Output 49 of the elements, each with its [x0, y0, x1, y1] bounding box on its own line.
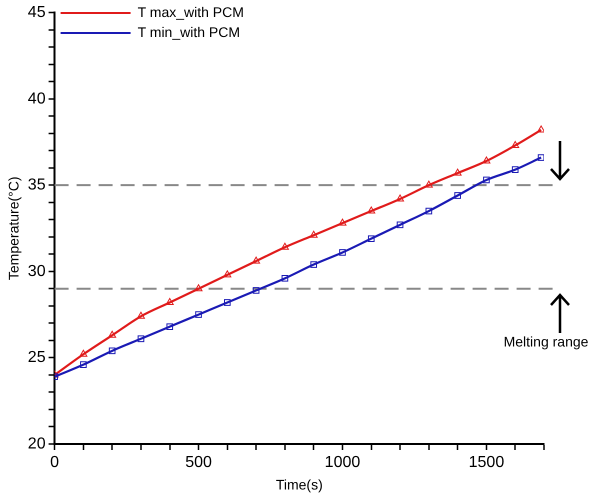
point — [512, 166, 519, 173]
point — [252, 287, 260, 294]
point — [339, 249, 346, 256]
point — [368, 235, 375, 242]
point — [166, 298, 174, 305]
point — [310, 261, 318, 268]
point — [396, 222, 404, 228]
x-axis-title: Time(s) — [276, 476, 323, 492]
point — [338, 218, 346, 226]
y-tick-label: 35 — [28, 176, 46, 194]
point — [280, 242, 289, 250]
point — [223, 270, 232, 278]
point — [108, 347, 116, 354]
annotation: Melting range — [504, 334, 589, 350]
point — [367, 206, 376, 214]
legend-label: T max_with PCM — [138, 4, 244, 20]
point — [483, 176, 490, 184]
point — [454, 192, 461, 199]
y-tick-label: 40 — [28, 90, 46, 108]
point — [537, 125, 544, 132]
point — [195, 311, 202, 318]
point — [310, 230, 318, 238]
point — [454, 168, 462, 176]
point — [166, 323, 174, 330]
y-tick-label: 30 — [28, 262, 46, 280]
point — [426, 208, 432, 214]
point — [282, 275, 288, 282]
x-tick-label: 1000 — [324, 454, 360, 472]
point — [137, 312, 145, 319]
x-tick-label: 1500 — [468, 454, 504, 472]
point — [252, 256, 260, 264]
y-tick-label: 25 — [28, 349, 46, 366]
x-tick-label: 0 — [50, 454, 60, 472]
x-tick-label: 500 — [185, 454, 212, 472]
y-tick-label: 20 — [28, 435, 46, 452]
legend-label: T min_with PCM — [138, 24, 240, 40]
point — [396, 194, 404, 202]
point — [538, 154, 544, 161]
point — [482, 156, 490, 164]
point — [224, 299, 231, 306]
point — [511, 140, 520, 148]
point — [79, 350, 88, 357]
point — [424, 180, 433, 188]
point — [108, 330, 116, 338]
point — [194, 284, 203, 292]
point — [80, 361, 87, 368]
point — [138, 335, 144, 342]
y-axis-title: Temperature(°C) — [5, 176, 22, 280]
y-tick-label: 45 — [28, 4, 46, 22]
